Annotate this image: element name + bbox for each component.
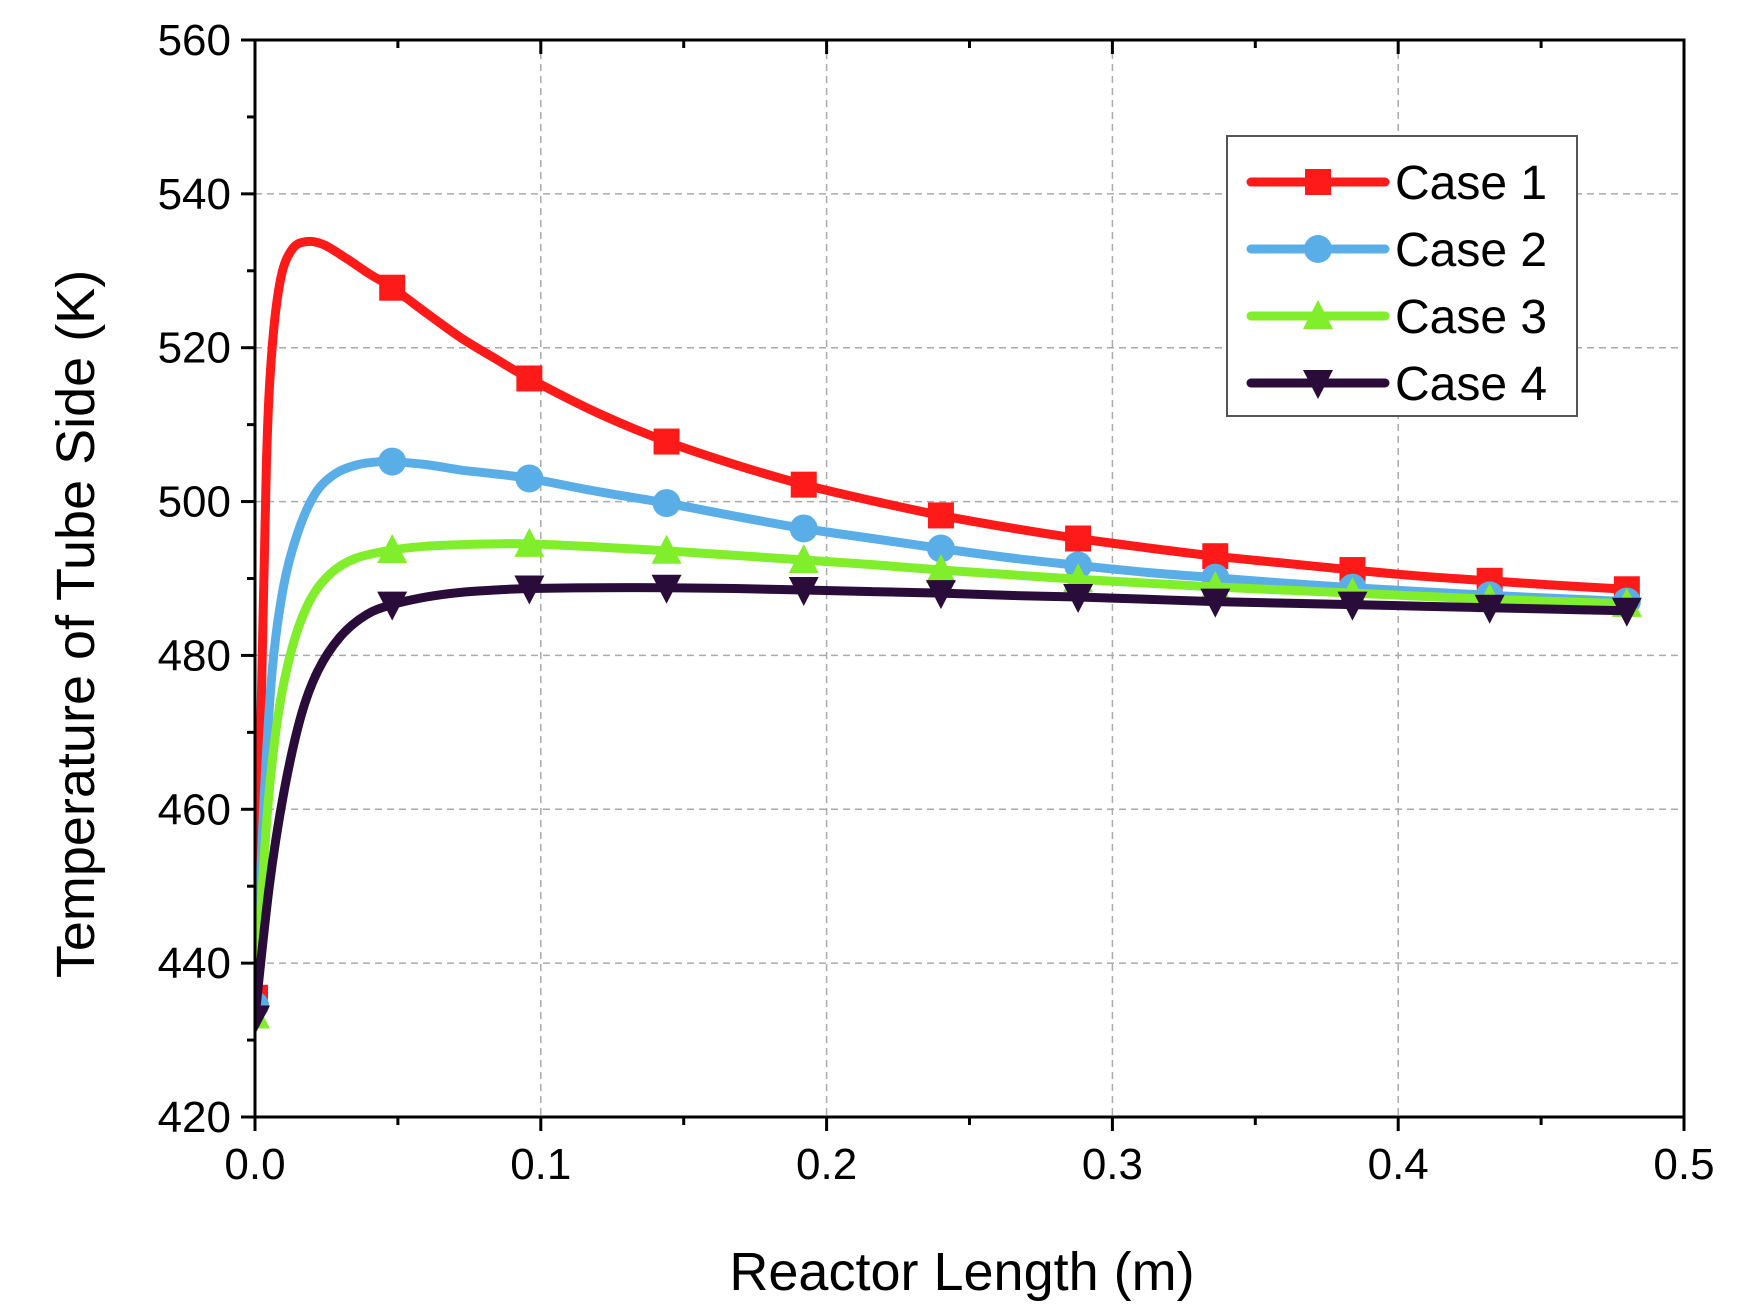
data-point (514, 575, 545, 605)
series-line (255, 456, 1632, 1022)
legend-label: Case 4 (1395, 358, 1547, 411)
data-point (927, 502, 954, 529)
data-point (379, 274, 406, 301)
x-tick-label: 0.2 (796, 1140, 857, 1189)
legend-item: Case 2 (1246, 224, 1547, 277)
series-4 (255, 574, 1642, 1035)
series-line (255, 539, 1632, 1022)
x-tick-label: 0.0 (224, 1140, 285, 1189)
legend-item: Case 4 (1246, 358, 1547, 411)
data-point (788, 544, 819, 574)
series-line (255, 236, 1632, 1022)
data-point (514, 527, 545, 557)
data-point (1474, 594, 1505, 624)
data-point (925, 554, 956, 584)
data-point (378, 447, 407, 476)
data-point (515, 464, 544, 493)
data-point (1337, 591, 1368, 621)
legend-swatch-marker (1303, 370, 1333, 399)
data-point (255, 1005, 270, 1035)
y-tick-label: 560 (158, 16, 231, 65)
series-layer (255, 236, 1642, 1035)
x-tick-label: 0.5 (1653, 1140, 1714, 1189)
y-tick-label: 460 (158, 785, 231, 834)
y-tick-label: 480 (158, 631, 231, 680)
legend-label: Case 3 (1395, 291, 1547, 344)
series-line (255, 583, 1632, 1022)
data-point (651, 534, 682, 564)
y-tick-label: 500 (158, 478, 231, 527)
legend-item: Case 1 (1246, 157, 1547, 210)
y-tick-label: 540 (158, 170, 231, 219)
legend-swatch-marker (1305, 169, 1331, 195)
legend: Case 1 Case 2 Case 3 Case 4 (1226, 135, 1578, 417)
data-point (1200, 588, 1231, 618)
axes: 0.0 0.1 0.2 0.3 0.4 0.5 420 440 460 480 500 520 540 5… (158, 16, 1715, 1189)
data-point (925, 580, 956, 610)
y-tick-label: 440 (158, 939, 231, 988)
legend-label: Case 2 (1395, 224, 1547, 277)
data-point (377, 591, 408, 621)
x-tick-label: 0.3 (1082, 1140, 1143, 1189)
x-tick-label: 0.4 (1368, 1140, 1429, 1189)
series-2 (255, 447, 1641, 1022)
data-point (788, 577, 819, 607)
data-point (1063, 583, 1094, 613)
legend-item: Case 3 (1246, 291, 1547, 344)
data-point (377, 534, 408, 564)
x-tick-label: 0.1 (510, 1140, 571, 1189)
legend-swatch-marker (1304, 235, 1332, 263)
y-tick-label: 420 (158, 1093, 231, 1142)
data-point (926, 534, 955, 563)
data-point (516, 365, 543, 392)
y-tick-label: 520 (158, 324, 231, 373)
y-axis-title: Temperature of Tube Side (K) (46, 270, 106, 978)
data-point (1611, 597, 1642, 627)
legend-label: Case 1 (1395, 157, 1547, 210)
data-point (651, 574, 682, 604)
data-point (789, 514, 818, 543)
data-point (790, 471, 817, 498)
data-point (652, 489, 681, 518)
data-point (653, 428, 680, 455)
series-1 (255, 236, 1640, 1022)
data-point (1065, 525, 1092, 552)
x-axis-title: Reactor Length (m) (729, 1242, 1194, 1302)
legend-swatch-marker (1303, 300, 1333, 329)
